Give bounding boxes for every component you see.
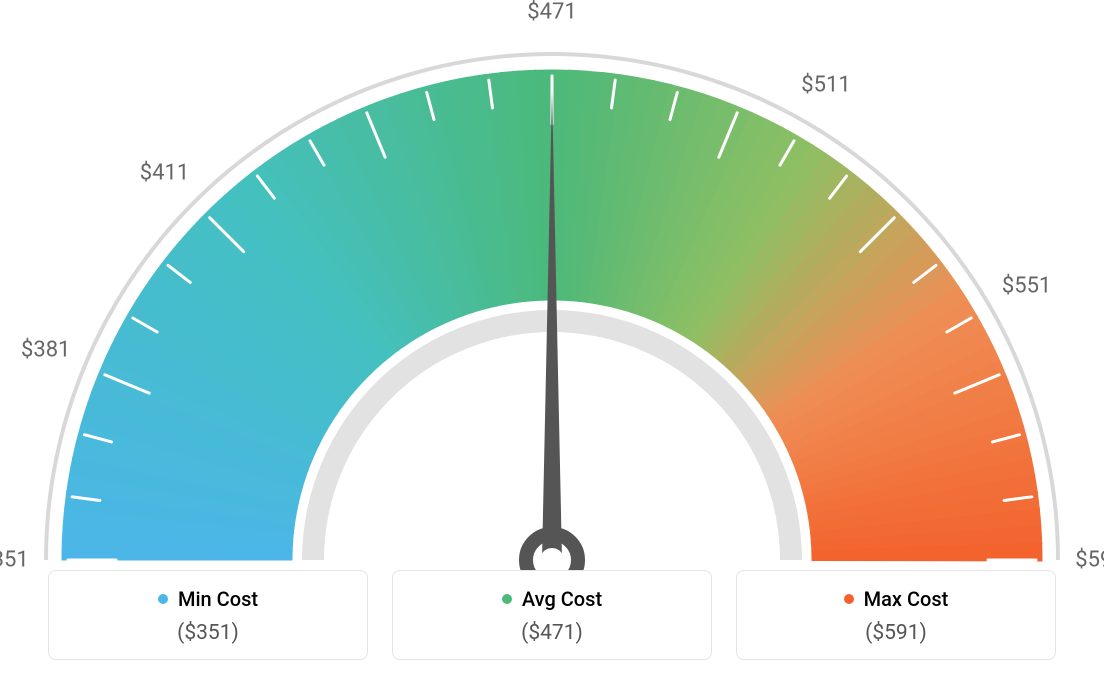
- legend-row: Min Cost ($351) Avg Cost ($471) Max Cost…: [48, 570, 1056, 660]
- gauge-tick-label: $351: [0, 548, 29, 573]
- dot-icon: [844, 594, 854, 604]
- gauge-tick-label: $591: [1075, 548, 1104, 573]
- dot-icon: [502, 594, 512, 604]
- legend-value-max: ($591): [737, 621, 1055, 645]
- legend-label: Max Cost: [864, 587, 949, 611]
- dot-icon: [158, 594, 168, 604]
- legend-label: Avg Cost: [522, 587, 602, 611]
- legend-value-min: ($351): [49, 621, 367, 645]
- gauge-chart: [0, 20, 1104, 584]
- legend-card-min: Min Cost ($351): [48, 570, 368, 660]
- gauge-tick-label: $551: [1002, 274, 1051, 299]
- legend-title-min: Min Cost: [158, 587, 258, 611]
- legend-card-max: Max Cost ($591): [736, 570, 1056, 660]
- gauge-tick-label: $411: [140, 160, 189, 185]
- gauge-svg: [0, 20, 1104, 580]
- gauge-tick-label: $471: [527, 0, 576, 25]
- legend-value-avg: ($471): [393, 621, 711, 645]
- gauge-tick-label: $511: [801, 73, 850, 98]
- legend-title-max: Max Cost: [844, 587, 949, 611]
- legend-card-avg: Avg Cost ($471): [392, 570, 712, 660]
- gauge-tick-label: $381: [21, 338, 70, 363]
- legend-label: Min Cost: [178, 587, 258, 611]
- legend-title-avg: Avg Cost: [502, 587, 602, 611]
